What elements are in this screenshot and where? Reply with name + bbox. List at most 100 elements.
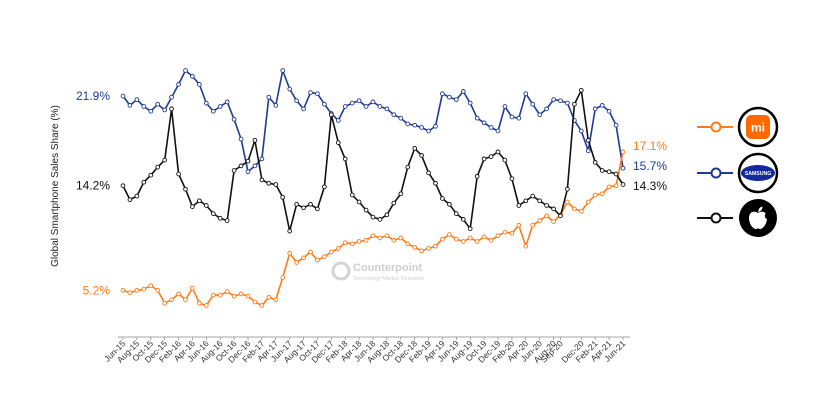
point-apple-jun-20 <box>537 198 543 204</box>
start-label-samsung: 21.9% <box>76 89 110 103</box>
point-xiaomi-jun-20 <box>537 218 543 223</box>
point-xiaomi-nov-19 <box>488 238 494 243</box>
series-line-apple <box>122 89 624 232</box>
point-apple-may-18 <box>363 207 369 213</box>
point-samsung-aug-16 <box>217 104 223 109</box>
point-samsung-may-19 <box>447 94 452 100</box>
x-axis-ticks: Jun-15Aug-15Oct-15Dec-15Feb-16Apr-16Jun-… <box>102 337 628 365</box>
point-xiaomi-jun-16 <box>203 303 209 308</box>
point-xiaomi-jun-15 <box>120 288 126 293</box>
point-xiaomi-mar-21 <box>599 191 605 197</box>
series-apple <box>120 87 626 234</box>
point-xiaomi-aug-19 <box>467 235 473 241</box>
point-xiaomi-feb-20 <box>509 231 515 236</box>
point-apple-dec-18 <box>412 146 418 151</box>
point-apple-apr-21 <box>606 169 612 175</box>
apple-logo-shape <box>749 206 767 229</box>
point-apple-jul-20 <box>544 203 549 208</box>
point-samsung-jun-17 <box>287 86 293 92</box>
point-samsung-jun-19 <box>453 97 459 102</box>
point-apple-dec-19 <box>495 149 501 155</box>
point-apple-nov-17 <box>322 184 327 190</box>
point-xiaomi-may-21 <box>613 183 619 189</box>
point-xiaomi-oct-19 <box>481 234 487 240</box>
point-samsung-jun-15 <box>120 93 126 99</box>
point-apple-jul-16 <box>210 211 216 216</box>
point-apple-jul-17 <box>294 201 299 207</box>
point-samsung-dec-19 <box>495 128 501 134</box>
legend-marker-xiaomi <box>710 121 722 133</box>
point-apple-oct-15 <box>148 172 154 178</box>
point-xiaomi-aug-20 <box>551 219 556 225</box>
counterpoint-logo-icon <box>331 261 351 281</box>
series-line-xiaomi <box>122 151 624 307</box>
legend: mi SAMSUNG <box>697 106 779 237</box>
point-apple-aug-19 <box>467 226 473 232</box>
point-apple-may-17 <box>280 194 286 200</box>
point-samsung-feb-19 <box>426 128 431 134</box>
point-apple-apr-16 <box>190 204 195 209</box>
point-apple-jun-17 <box>287 228 293 234</box>
point-xiaomi-jun-18 <box>370 233 376 239</box>
point-samsung-jul-16 <box>210 108 216 114</box>
point-apple-oct-20 <box>565 186 570 192</box>
point-apple-aug-18 <box>384 212 390 218</box>
point-apple-jun-18 <box>370 214 376 220</box>
point-xiaomi-jul-15 <box>127 290 133 296</box>
legend-marker-apple <box>710 212 722 224</box>
point-samsung-nov-19 <box>488 125 494 130</box>
point-apple-jan-17 <box>252 137 258 143</box>
point-apple-nov-19 <box>488 154 494 159</box>
point-apple-sep-15 <box>141 179 147 185</box>
point-xiaomi-feb-18 <box>342 240 348 246</box>
point-apple-jun-16 <box>203 203 209 208</box>
point-samsung-jul-20 <box>544 106 549 112</box>
point-apple-feb-20 <box>509 176 515 182</box>
point-apple-sep-16 <box>224 218 230 223</box>
counterpoint-watermark: Counterpoint Technology Market Research <box>331 261 424 282</box>
point-xiaomi-apr-18 <box>356 239 362 244</box>
point-samsung-jan-16 <box>169 94 174 100</box>
point-apple-jul-18 <box>377 217 383 222</box>
point-xiaomi-apr-21 <box>606 184 612 190</box>
point-samsung-feb-16 <box>176 82 181 87</box>
point-apple-nov-16 <box>238 163 244 169</box>
point-xiaomi-dec-17 <box>328 249 334 255</box>
point-apple-feb-21 <box>592 160 598 165</box>
point-apple-dec-16 <box>245 158 251 164</box>
point-apple-oct-18 <box>398 191 404 197</box>
point-xiaomi-jul-18 <box>377 235 383 241</box>
point-xiaomi-nov-15 <box>155 288 161 293</box>
point-samsung-aug-20 <box>551 97 556 102</box>
point-xiaomi-jan-16 <box>169 297 174 303</box>
point-samsung-oct-20 <box>565 100 570 106</box>
point-apple-mar-21 <box>599 168 605 173</box>
point-xiaomi-mar-20 <box>516 222 522 228</box>
point-xiaomi-aug-17 <box>301 255 306 261</box>
point-apple-oct-16 <box>231 168 237 173</box>
point-xiaomi-feb-21 <box>592 192 598 198</box>
series-xiaomi <box>120 149 626 308</box>
point-apple-feb-19 <box>426 170 431 176</box>
point-xiaomi-jun-17 <box>287 250 293 256</box>
point-apple-aug-17 <box>301 205 306 211</box>
end-label-apple: 14.3% <box>633 179 667 193</box>
point-samsung-feb-18 <box>342 104 348 109</box>
point-samsung-nov-15 <box>155 101 161 107</box>
point-samsung-oct-16 <box>231 116 237 122</box>
point-samsung-feb-21 <box>592 106 598 112</box>
point-xiaomi-oct-16 <box>231 293 237 299</box>
point-samsung-apr-17 <box>273 103 279 108</box>
point-samsung-jan-21 <box>585 148 591 154</box>
point-apple-oct-19 <box>481 156 487 162</box>
point-apple-mar-16 <box>183 186 188 192</box>
point-xiaomi-sep-17 <box>308 249 313 255</box>
point-xiaomi-mar-18 <box>349 241 355 247</box>
point-apple-nov-18 <box>405 164 411 170</box>
point-xiaomi-jan-18 <box>335 246 341 251</box>
point-samsung-mar-20 <box>516 115 522 121</box>
point-apple-apr-19 <box>440 196 445 201</box>
point-samsung-mar-19 <box>433 123 438 129</box>
point-samsung-mar-17 <box>266 94 272 100</box>
point-xiaomi-aug-16 <box>217 292 223 298</box>
